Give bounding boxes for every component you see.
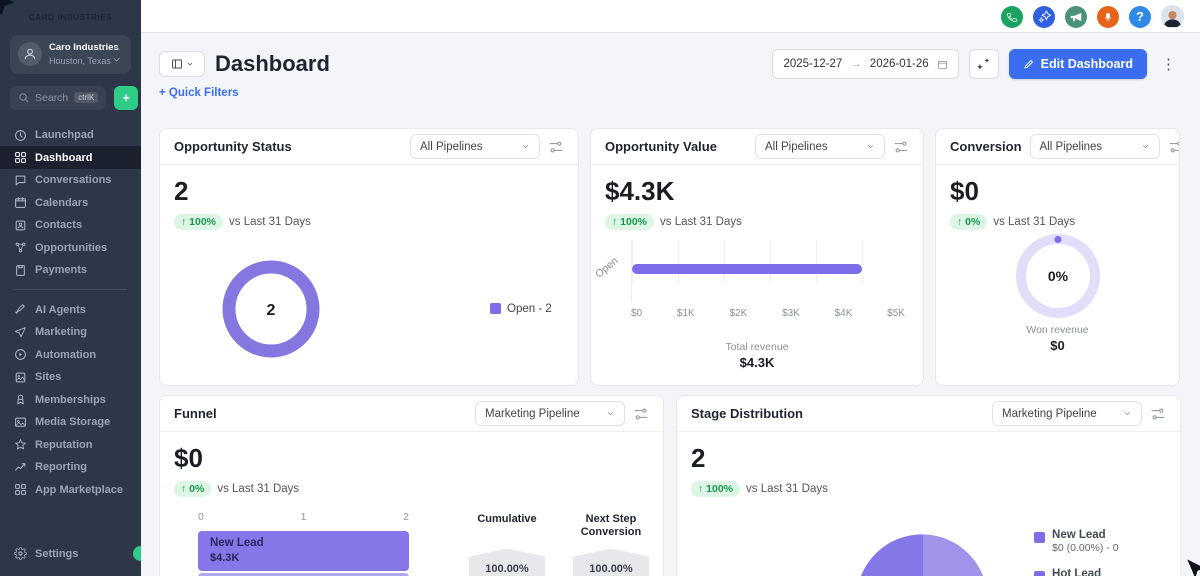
- svg-text:2: 2: [267, 302, 276, 319]
- svg-text:0%: 0%: [1047, 268, 1068, 284]
